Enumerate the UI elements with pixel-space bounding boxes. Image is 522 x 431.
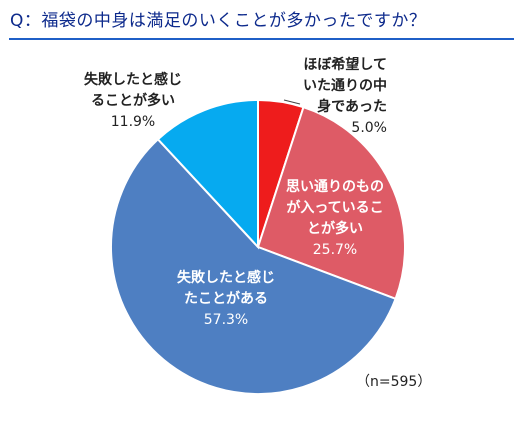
- slice-label-line: 身であった: [317, 98, 387, 115]
- slice-label-line: たことがある: [184, 290, 268, 307]
- slice-label-line: ほぼ希望して: [303, 56, 387, 73]
- slice-percent-label: 11.9%: [111, 114, 155, 130]
- leader-line: [283, 99, 301, 105]
- sample-size-note: （n=595）: [356, 374, 432, 390]
- slice-label-line: とが多い: [307, 220, 363, 237]
- chart-title: Q：福袋の中身は満足のいくことが多かったですか？: [10, 11, 427, 31]
- slice-label-line: 思い通りのもの: [286, 179, 384, 195]
- slice-label-line: が入っているこ: [286, 199, 383, 216]
- slice-label-line: 失敗したと感じ: [84, 71, 182, 88]
- title-underline: [9, 38, 514, 40]
- slice-label-line: ることが多い: [91, 92, 175, 109]
- slice-mostly-satisfied-label: 思い通りのものが入っていることが多い 25.7%: [286, 179, 384, 258]
- slice-often-failure: [156, 98, 259, 250]
- slice-percent-label: 5.0%: [351, 120, 387, 136]
- slice-felt-failure-label: 失敗したと感じたことがある 57.3%: [177, 269, 275, 328]
- slice-often-failure-label: 失敗したと感じることが多い 11.9%: [84, 71, 182, 130]
- slice-percent-label: 25.7%: [313, 242, 357, 258]
- slice-felt-failure: [109, 137, 397, 396]
- slice-label-line: いた通りの中: [303, 77, 387, 94]
- slice-percent-label: 57.3%: [204, 312, 248, 328]
- slice-mostly-satisfied: [256, 105, 406, 301]
- slice-label-line: 失敗したと感じ: [177, 269, 275, 286]
- slice-hoped-for-label: ほぼ希望していた通りの中身であった 5.0%: [303, 56, 387, 136]
